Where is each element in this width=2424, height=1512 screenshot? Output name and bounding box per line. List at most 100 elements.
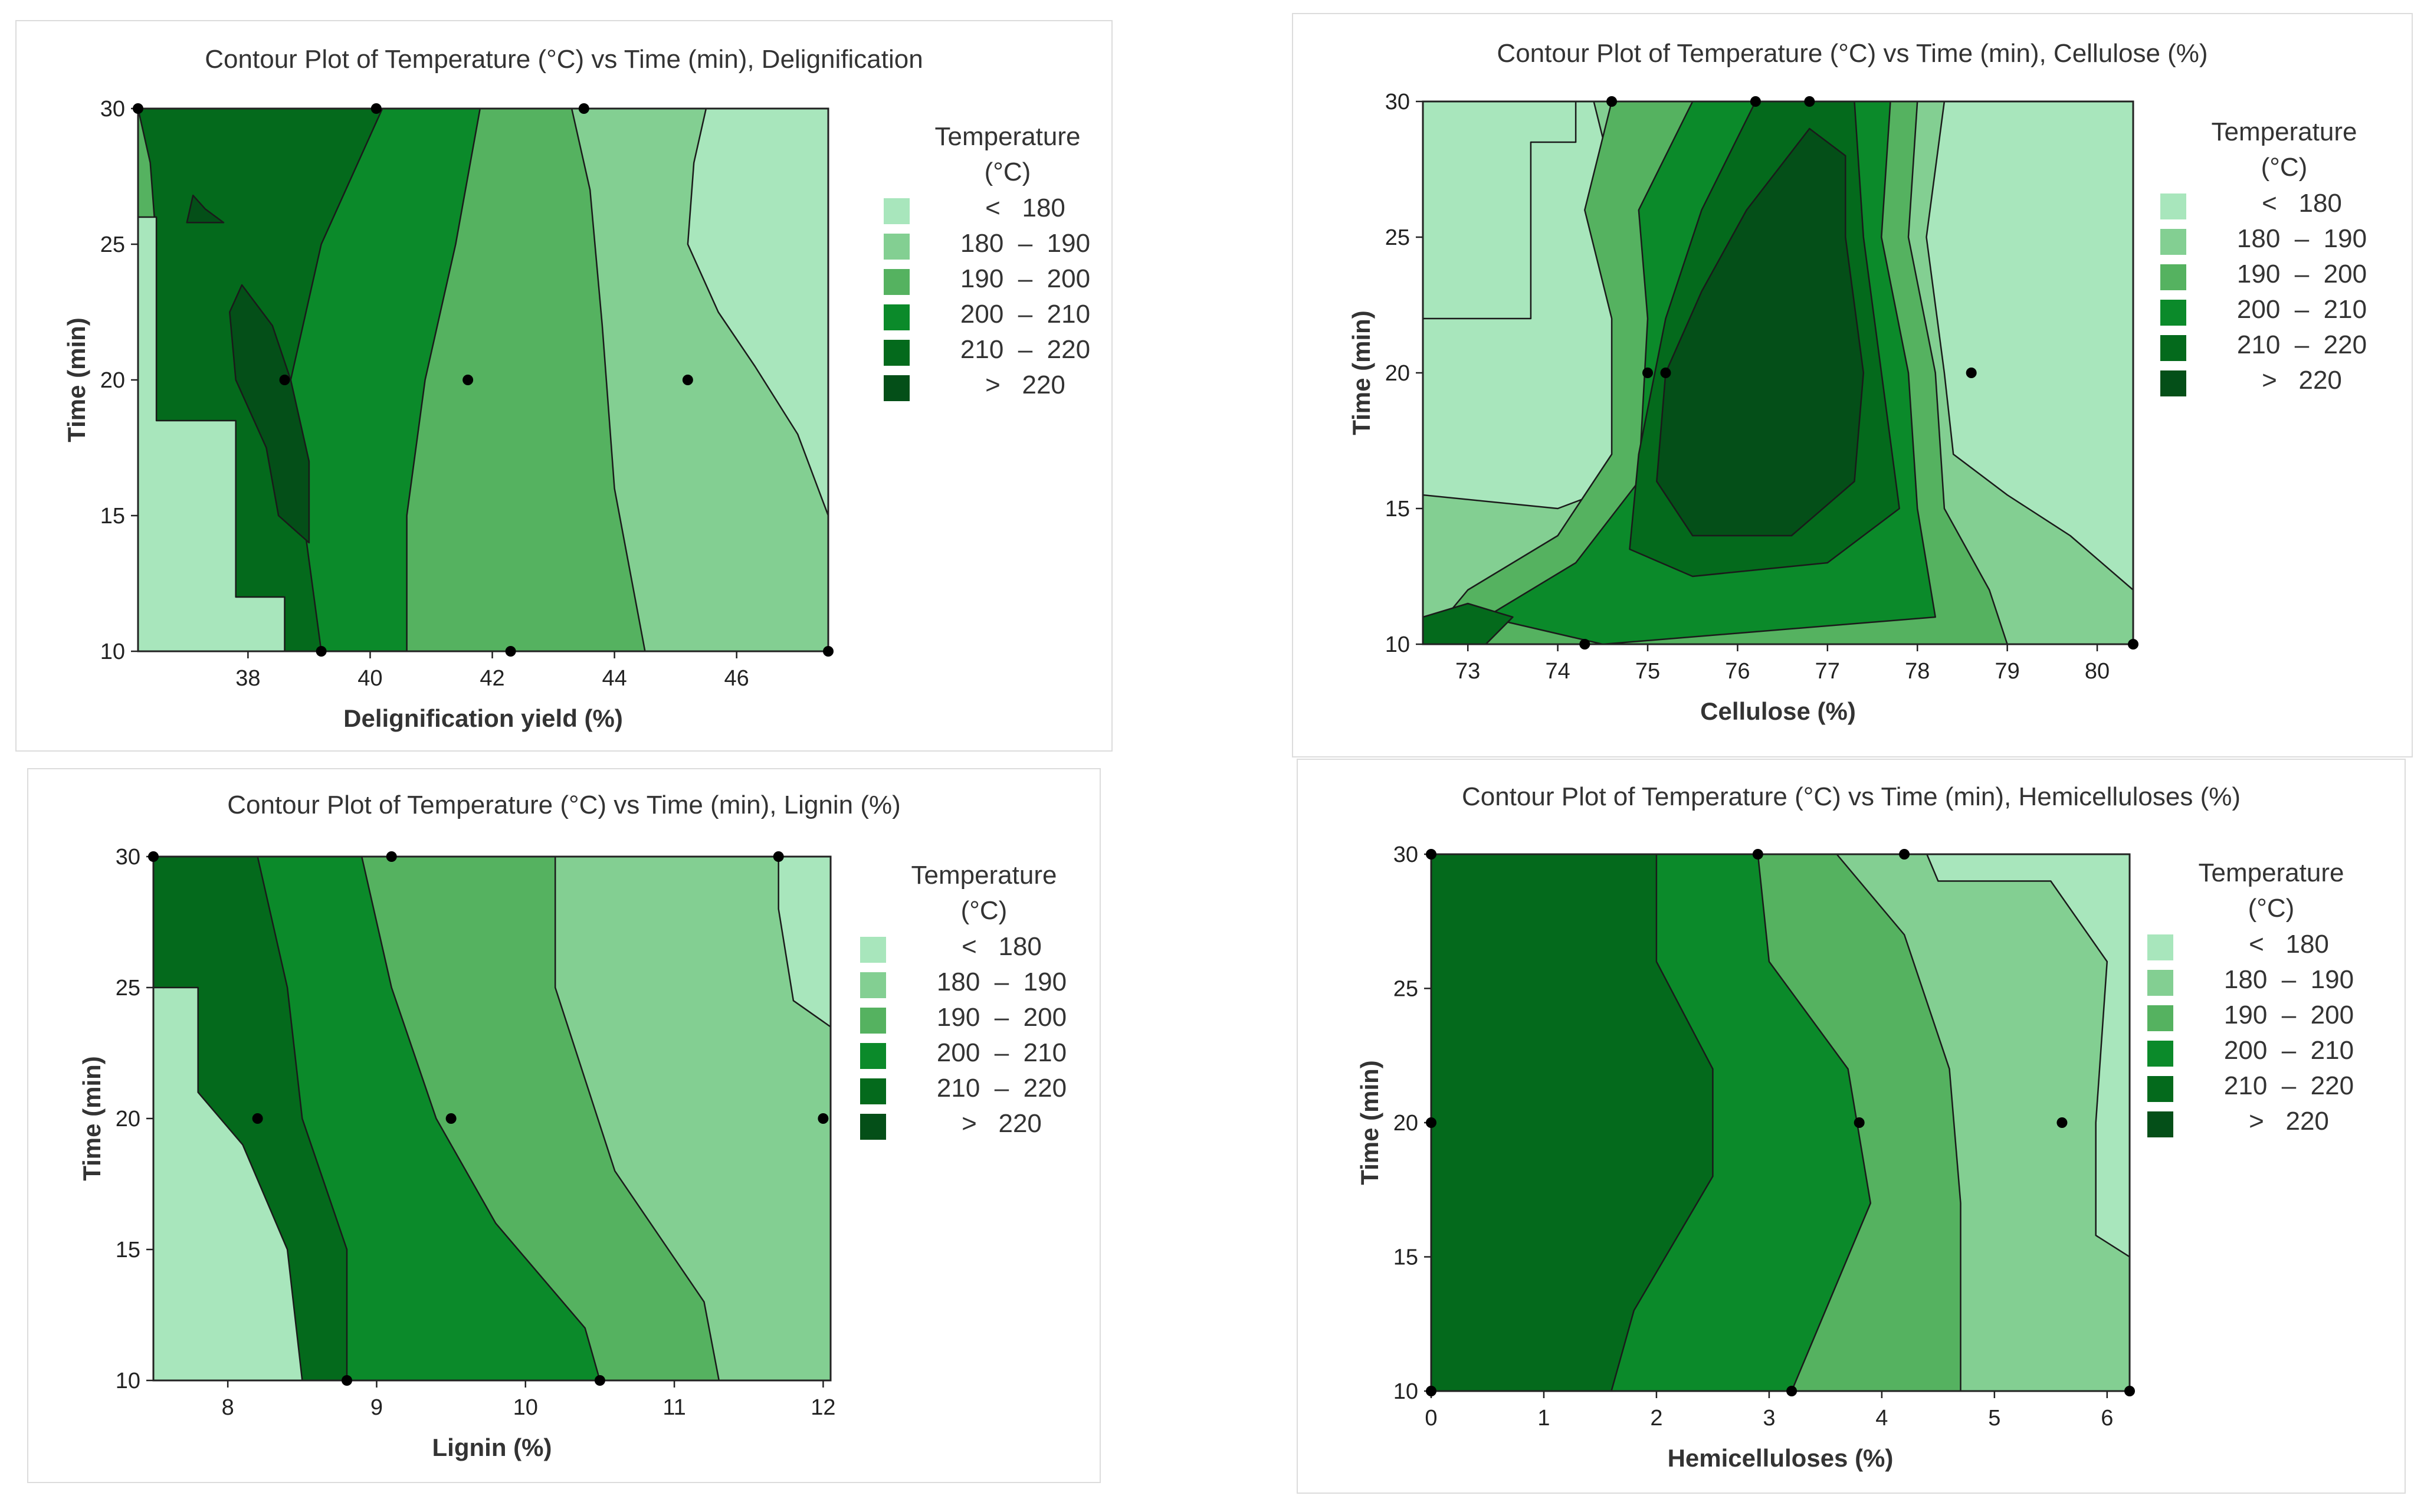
legend-entry: > 220 xyxy=(2147,1103,2395,1139)
contour-band-level-0 xyxy=(138,216,286,651)
legend-label: 200 – 210 xyxy=(2223,1036,2354,1065)
design-point xyxy=(1426,849,1436,860)
chart-title: Contour Plot of Temperature (°C) vs Time… xyxy=(1461,782,2241,811)
design-point xyxy=(342,1375,352,1386)
legend-label: 180 – 190 xyxy=(960,229,1091,258)
design-point xyxy=(1899,849,1910,860)
contour-band-level-0 xyxy=(1926,854,2130,1258)
y-tick-label: 15 xyxy=(116,1238,140,1262)
legend-unit: (°C) xyxy=(984,158,1031,186)
legend-title: Temperature xyxy=(934,122,1081,151)
legend: Temperature (°C) < 180 180 – 190 190 – 200… xyxy=(2160,114,2408,398)
x-tick-label: 77 xyxy=(1815,659,1840,684)
design-point xyxy=(773,851,784,862)
legend-entry: < 180 xyxy=(2147,926,2395,962)
design-point xyxy=(594,1375,605,1386)
legend-label: > 220 xyxy=(2249,1107,2329,1136)
contour-band-level-5 xyxy=(1656,127,1865,537)
legend-label: 200 – 210 xyxy=(960,300,1091,329)
legend-entry: 190 – 200 xyxy=(2147,997,2395,1032)
y-tick-label: 20 xyxy=(1393,1111,1418,1136)
legend-label: 210 – 220 xyxy=(2236,330,2367,359)
legend-swatch xyxy=(2147,934,2173,960)
design-point xyxy=(1854,1117,1865,1128)
contour-band-level-0 xyxy=(153,986,303,1380)
design-point xyxy=(1579,639,1590,650)
legend-entry: 180 – 190 xyxy=(2147,962,2395,997)
design-point xyxy=(1786,1386,1798,1396)
legend-entry: 180 – 190 xyxy=(860,964,1108,999)
legend-swatch xyxy=(884,269,910,295)
design-point xyxy=(2124,1386,2135,1396)
legend-label: 180 – 190 xyxy=(2223,965,2354,994)
legend-swatch xyxy=(860,1043,886,1069)
design-point xyxy=(1966,368,1977,378)
legend-entry: 180 – 190 xyxy=(2160,221,2408,256)
y-tick-label: 10 xyxy=(1385,632,1410,657)
design-point xyxy=(148,851,159,862)
y-tick-label: 30 xyxy=(100,97,125,122)
contour-regions xyxy=(1431,854,2130,1391)
design-point xyxy=(316,646,327,657)
design-point xyxy=(133,103,143,114)
y-tick-label: 30 xyxy=(1393,842,1418,867)
x-axis-label: Cellulose (%) xyxy=(1700,697,1856,725)
x-tick-label: 12 xyxy=(811,1395,835,1420)
x-tick-label: 11 xyxy=(662,1395,685,1420)
contour-band-level-5 xyxy=(186,194,225,224)
design-point xyxy=(578,103,589,114)
y-tick-label: 15 xyxy=(100,504,125,529)
design-point xyxy=(370,103,382,114)
design-point xyxy=(1426,1117,1436,1128)
legend-swatch xyxy=(860,972,886,998)
x-tick-label: 78 xyxy=(1905,659,1930,684)
contour-band-level-0 xyxy=(778,857,831,1028)
design-point xyxy=(1642,368,1654,378)
legend: Temperature (°C) < 180 180 – 190 190 – 200… xyxy=(2147,855,2395,1139)
legend-swatch xyxy=(884,234,910,260)
design-point xyxy=(386,851,397,862)
legend-label: 200 – 210 xyxy=(936,1038,1067,1067)
legend-label: 190 – 200 xyxy=(960,264,1091,293)
design-point xyxy=(1660,368,1671,378)
legend-swatch xyxy=(2160,264,2186,290)
legend-entry: 200 – 210 xyxy=(2160,291,2408,327)
contour-plot: 73 74 75 76 77 78 79 80 10 15 20 25 30 Cellulose (%) T… xyxy=(1347,90,2138,725)
legend-title: Temperature xyxy=(911,861,1057,890)
legend-swatch xyxy=(2147,1005,2173,1031)
y-axis-label: Time (min) xyxy=(78,1056,106,1181)
legend-entry: 190 – 200 xyxy=(2160,256,2408,291)
legend-label: < 180 xyxy=(2249,930,2329,959)
x-tick-label: 46 xyxy=(724,666,749,691)
legend-unit: (°C) xyxy=(2248,894,2295,923)
contour-band-level-0 xyxy=(687,109,828,651)
contour-band-level-4 xyxy=(1431,854,1714,1391)
chart-panel-lignin: Contour Plot of Temperature (°C) vs Time… xyxy=(27,768,1101,1483)
legend-label: 200 – 210 xyxy=(2236,295,2367,324)
y-tick-label: 15 xyxy=(1393,1245,1418,1270)
contour-plot: 8 9 10 11 12 10 15 20 25 30 Lignin (%) Time (min) xyxy=(78,845,836,1461)
legend-entry: > 220 xyxy=(884,367,1131,402)
x-tick-label: 8 xyxy=(222,1395,234,1420)
legend-entry: > 220 xyxy=(2160,362,2408,398)
legend-swatch xyxy=(884,375,910,401)
legend-swatch xyxy=(860,1114,886,1140)
contour-band-level-0 xyxy=(1926,101,2133,591)
design-point xyxy=(1750,96,1761,107)
y-tick-label: 15 xyxy=(1385,497,1410,522)
legend-entry: 180 – 190 xyxy=(884,225,1131,261)
y-axis-label: Time (min) xyxy=(63,317,90,442)
legend-title: Temperature xyxy=(2198,858,2344,887)
legend-entry: 210 – 220 xyxy=(884,332,1131,367)
legend-swatch xyxy=(2160,229,2186,255)
legend-swatch xyxy=(2147,1111,2173,1137)
legend-entry: > 220 xyxy=(860,1106,1108,1141)
legend-entry: < 180 xyxy=(860,929,1108,964)
legend-entry: 200 – 210 xyxy=(860,1035,1108,1070)
legend-swatch xyxy=(2147,970,2173,996)
legend-label: < 180 xyxy=(985,193,1065,222)
legend-entry: 200 – 210 xyxy=(2147,1032,2395,1068)
contour-band-level-0 xyxy=(1423,101,1577,320)
x-tick-label: 2 xyxy=(1650,1406,1662,1431)
contour-band-level-4 xyxy=(1423,602,1514,644)
